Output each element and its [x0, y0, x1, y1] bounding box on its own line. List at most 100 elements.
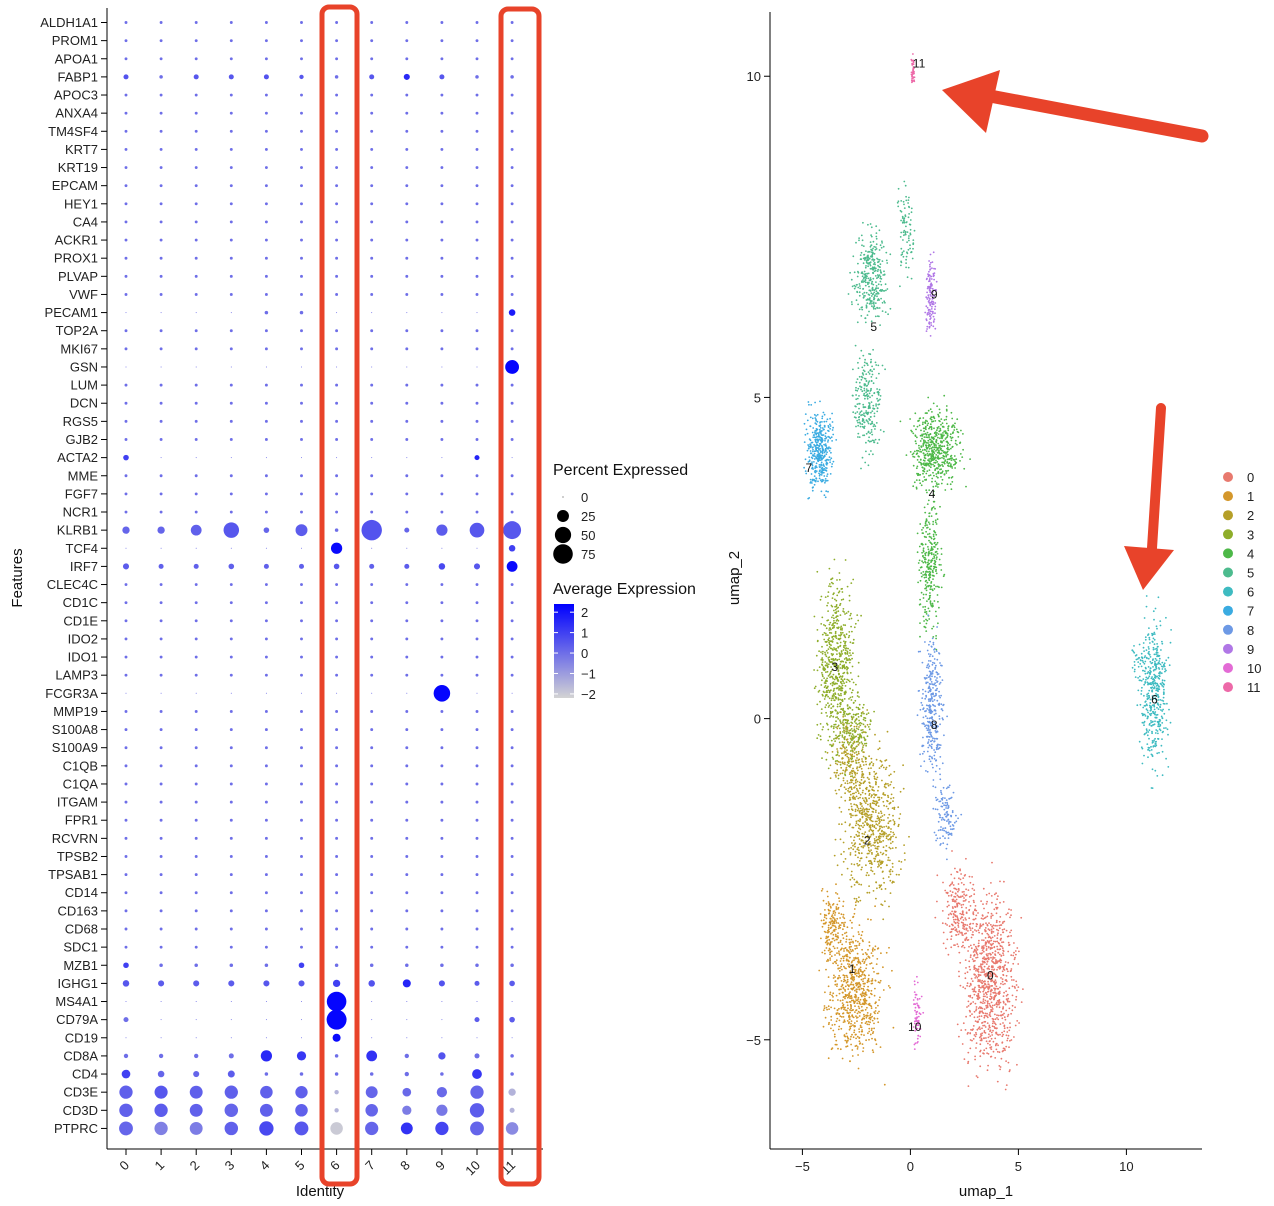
dot: [122, 980, 130, 987]
umap-point: [831, 914, 834, 916]
umap-point: [933, 432, 936, 435]
umap-point: [935, 441, 938, 444]
umap-point: [825, 940, 828, 943]
umap-point: [874, 733, 876, 736]
umap-point: [882, 833, 884, 835]
umap-point: [826, 723, 829, 726]
umap-point: [988, 998, 991, 1000]
umap-point: [960, 429, 962, 432]
umap-point: [971, 876, 973, 878]
umap-point: [864, 1001, 867, 1004]
dot: [370, 238, 374, 242]
umap-point: [954, 867, 956, 870]
umap-point: [868, 1027, 871, 1030]
umap-point: [834, 976, 836, 978]
dot: [406, 1019, 408, 1021]
dot: [229, 401, 233, 405]
umap-point: [997, 895, 999, 897]
umap-point: [879, 863, 882, 866]
umap-point: [938, 408, 941, 411]
dot: [510, 637, 514, 641]
umap-point: [843, 640, 845, 643]
umap-point: [877, 845, 880, 848]
umap-point: [842, 745, 845, 748]
dot: [335, 800, 339, 804]
dot: [160, 457, 162, 459]
umap-point: [839, 924, 842, 926]
umap-point: [834, 636, 837, 638]
umap-point: [945, 408, 948, 411]
umap-point: [958, 902, 961, 905]
umap-point: [858, 864, 861, 866]
umap-point: [999, 1023, 1002, 1025]
dot: [194, 419, 198, 423]
umap-point: [865, 815, 867, 817]
umap-point: [856, 780, 859, 783]
umap-point: [912, 464, 915, 467]
umap-point: [853, 786, 856, 789]
umap-point: [830, 745, 833, 748]
dot: [476, 1037, 478, 1039]
dot: [159, 637, 163, 641]
dot: [124, 818, 128, 822]
umap-point: [850, 699, 853, 701]
umap-point: [990, 1009, 993, 1012]
umap-point: [839, 637, 842, 640]
umap-point: [989, 1046, 992, 1049]
umap-point: [861, 939, 864, 942]
dot: [119, 1085, 133, 1099]
umap-point: [833, 647, 835, 649]
umap-point: [978, 997, 981, 999]
umap-point: [829, 627, 832, 629]
dot: [264, 147, 268, 151]
umap-point: [843, 646, 845, 649]
dot: [265, 1019, 267, 1021]
umap-point: [942, 931, 945, 934]
umap-point: [855, 784, 857, 787]
umap-point: [854, 781, 857, 784]
umap-point: [934, 435, 936, 438]
feature-label: S100A8: [52, 722, 98, 737]
umap-point: [984, 916, 987, 919]
umap-point: [832, 693, 835, 696]
umap-point: [1002, 952, 1004, 955]
umap-point: [875, 800, 878, 803]
feature-label: CD68: [65, 922, 98, 937]
umap-point: [860, 722, 863, 725]
dot: [159, 746, 163, 750]
umap-point: [832, 705, 835, 707]
umap-point: [853, 908, 856, 910]
umap-point: [927, 442, 929, 444]
dot: [159, 728, 163, 732]
dot: [194, 673, 198, 677]
umap-point: [942, 881, 944, 884]
dot: [159, 836, 163, 840]
umap-point: [841, 741, 844, 743]
umap-point: [848, 773, 851, 775]
umap-point: [862, 841, 865, 844]
dot: [440, 836, 444, 840]
umap-point: [831, 605, 834, 608]
umap-point: [866, 981, 869, 984]
umap-point: [857, 986, 860, 989]
umap-point: [824, 694, 827, 697]
umap-point: [855, 791, 857, 794]
umap-point: [832, 924, 835, 927]
umap-point: [851, 921, 853, 924]
umap-point: [843, 850, 845, 853]
umap-point: [833, 625, 836, 627]
umap-point: [914, 435, 917, 437]
umap-point: [836, 659, 839, 662]
umap-point: [849, 1038, 852, 1041]
umap-point: [851, 753, 854, 756]
umap-point: [999, 1001, 1002, 1004]
umap-point: [861, 811, 864, 814]
umap-point: [863, 810, 866, 813]
umap-point: [982, 984, 985, 987]
dot: [193, 74, 199, 80]
umap-point: [847, 636, 850, 639]
umap-point: [1014, 950, 1017, 952]
dot: [264, 1072, 269, 1076]
feature-label: PLVAP: [58, 269, 98, 284]
umap-point: [874, 773, 877, 775]
